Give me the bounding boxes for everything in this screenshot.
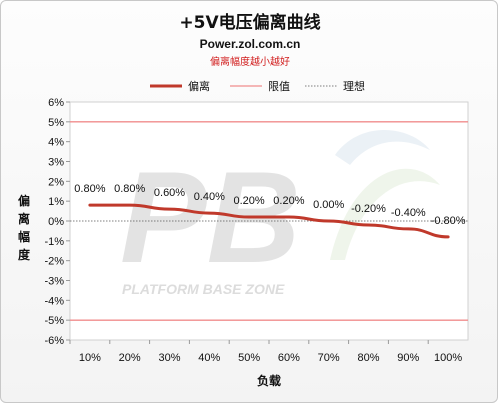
x-tick-label: 40% [198, 352, 220, 364]
x-tick-label: 30% [158, 352, 180, 364]
y-tick-label: 0% [48, 216, 64, 228]
data-label: -0.20% [351, 203, 386, 215]
watermark-text: PLATFORM BASE ZONE [122, 281, 285, 297]
watermark-swoosh [330, 168, 440, 260]
x-tick-label: 80% [357, 352, 379, 364]
x-tick-label: 90% [397, 352, 419, 364]
y-tick-label: -5% [44, 315, 64, 327]
legend-label-ideal: 理想 [343, 79, 365, 93]
y-tick-label: 4% [48, 137, 64, 149]
y-tick-label: -4% [44, 295, 64, 307]
y-axis-title-char: 偏 [18, 193, 30, 208]
watermark-swoosh-2 [335, 130, 430, 165]
data-label: 0.20% [273, 195, 304, 207]
data-label: -0.40% [391, 207, 426, 219]
x-tick-label: 10% [79, 352, 101, 364]
data-label: 0.00% [313, 199, 344, 211]
x-tick-label: 60% [278, 352, 300, 364]
y-tick-label: -1% [44, 236, 64, 248]
x-tick-label: 20% [119, 352, 141, 364]
x-axis-title: 负载 [257, 373, 281, 388]
deviation-series-line [88, 203, 450, 239]
legend-label-deviation: 偏离 [188, 79, 210, 93]
y-axis-title-char: 幅 [18, 229, 30, 244]
y-tick-label: -2% [44, 256, 64, 268]
y-axis-title-char: 离 [18, 211, 30, 226]
data-label: 0.80% [74, 183, 105, 195]
data-label: 0.60% [154, 187, 185, 199]
y-tick-label: -3% [44, 276, 64, 288]
data-label: 0.40% [194, 191, 225, 203]
x-tick-label: 70% [318, 352, 340, 364]
data-label: 0.80% [114, 183, 145, 195]
y-tick-label: 5% [48, 117, 64, 129]
chart-title: +5V电压偏离曲线 [179, 13, 321, 33]
y-tick-label: -6% [44, 335, 64, 347]
y-tick-label: 1% [48, 196, 64, 208]
y-tick-label: 6% [48, 97, 64, 109]
x-tick-label: 50% [238, 352, 260, 364]
y-axis-title-char: 度 [18, 247, 31, 262]
x-tick-label: 100% [434, 352, 462, 364]
y-tick-label: 3% [48, 157, 64, 169]
chart-note: 偏离幅度越小越好 [210, 57, 290, 68]
y-tick-label: 2% [48, 176, 64, 188]
legend-label-limit: 限值 [268, 80, 290, 93]
data-label: 0.20% [233, 195, 264, 207]
data-label: -0.80% [431, 215, 466, 227]
chart-source: Power.zol.com.cn [199, 37, 301, 51]
